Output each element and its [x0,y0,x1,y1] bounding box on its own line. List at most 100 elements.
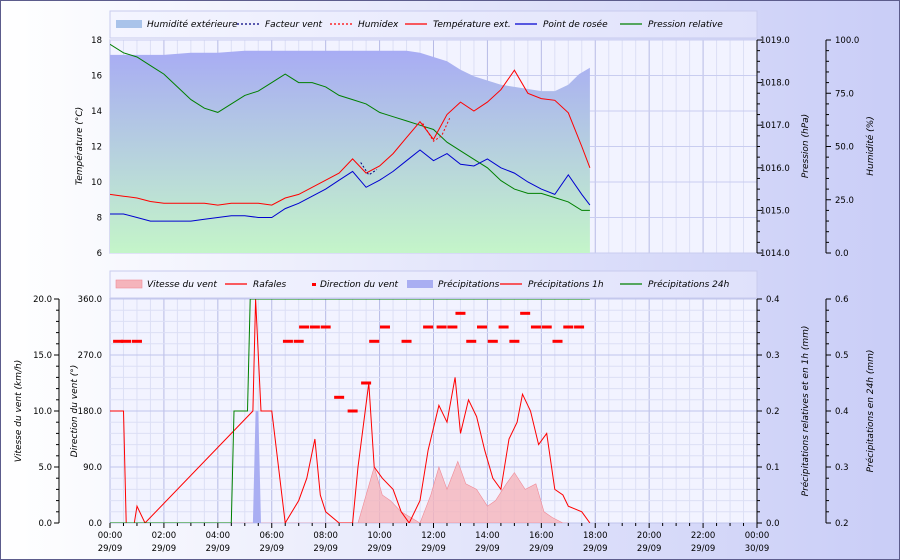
series-vitesse-du-vent-area [110,460,569,523]
series-direction-du-vent-point [309,325,320,329]
series-direction-du-vent-point [498,325,509,329]
series-direction-du-vent-point [447,325,458,329]
x-tick-time: 20:00 [637,531,662,541]
x-tick-time: 08:00 [313,531,338,541]
series-direction-du-vent-point [530,325,541,329]
series-direction-du-vent-point [131,339,142,343]
x-tick-time: 16:00 [529,531,554,541]
y-axis-label-temperature: Température (°C) [74,107,85,185]
x-tick-time: 00:00 [745,531,770,541]
series-direction-du-vent-point [320,325,331,329]
x-tick-date: 29/09 [529,544,554,554]
series-direction-du-vent-point [113,339,124,343]
x-tick-time: 00:00 [98,531,123,541]
legend-label: Vitesse du vent [147,280,217,290]
y-tick-label: 1017.0 [760,121,790,131]
legend-label: Température ext. [433,19,511,30]
y-tick-label: 360.0 [78,295,102,305]
y-tick-label: 15.0 [33,351,52,361]
y-tick-label: 5.0 [38,463,52,473]
y-tick-label: 18 [91,36,102,46]
legend-label: Direction du vent [320,280,399,290]
x-tick-date: 29/09 [260,544,285,554]
series-temperature-ext-line [110,69,591,206]
series-point-de-rosee-line [110,149,591,222]
legend-swatch [115,279,143,289]
x-tick-date: 29/09 [367,544,392,554]
legend-label: Précipitations 1h [528,279,604,290]
y-tick-label: 270.0 [78,351,102,361]
y-tick-label: 25.0 [835,196,854,206]
y-axis-label-precip: Précipitations relatives et en 1h (mm) [800,326,811,497]
series-direction-du-vent-point [293,339,304,343]
series-direction-du-vent-point [541,325,552,329]
x-tick-date: 29/09 [475,544,500,554]
series-direction-du-vent-point [369,339,380,343]
legend-label: Humidité extérieure [147,19,238,30]
x-tick-date: 29/09 [421,544,446,554]
legend-label: Pression relative [648,20,723,30]
x-tick-date: 29/09 [691,544,716,554]
y-tick-label: 0.6 [835,295,849,305]
y-axis-label-pressure: Pression (hPa) [801,114,811,178]
x-tick-date: 29/09 [206,544,231,554]
x-tick-time: 12:00 [421,531,446,541]
x-tick-time: 04:00 [206,531,231,541]
series-direction-du-vent-point [477,325,488,329]
y-tick-label: 0.0 [835,249,849,259]
y-tick-label: 6 [97,249,102,259]
series-direction-du-vent-point [334,395,345,399]
series-pression-relative-line [110,43,590,211]
series-rafales-line [110,299,591,523]
series-humidex-line [422,117,451,142]
y-tick-label: 14 [91,107,102,117]
y-tick-label: 0.5 [835,351,849,361]
y-tick-label: 12 [91,143,102,153]
series-direction-du-vent-point [282,339,293,343]
legend-box [109,270,758,299]
series-direction-du-vent-point [509,339,520,343]
x-tick-date: 29/09 [152,544,177,554]
series-direction-du-vent-point [347,409,358,413]
y-axis-label-precip-24h: Précipitations en 24h (mm) [865,350,876,473]
y-tick-label: 0.2 [835,519,849,529]
y-tick-label: 10 [91,178,102,188]
series-direction-du-vent-point [455,311,466,315]
y-tick-label: 20.0 [33,295,52,305]
y-tick-label: 0.4 [766,295,780,305]
legend-box [109,10,758,39]
y-tick-label: 50.0 [835,143,854,153]
y-tick-label: 1015.0 [760,206,790,216]
y-tick-label: 1018.0 [760,79,790,89]
series-facteur-vent-line [360,162,378,176]
legend-label: Précipitations [438,279,500,290]
series-direction-du-vent-point [487,339,498,343]
y-tick-label: 0.1 [766,463,780,473]
y-tick-label: 16 [91,72,102,82]
y-axis-label-wind-direction: Direction du vent (°) [70,365,80,457]
y-tick-label: 180.0 [78,407,102,417]
y-tick-label: 0.3 [766,351,780,361]
y-tick-label: 8 [97,214,102,224]
series-direction-du-vent-point [299,325,310,329]
y-axis-label-wind-speed: Vitesse du vent (km/h) [14,360,24,462]
series-direction-du-vent-point [574,325,585,329]
y-tick-label: 0.0 [766,519,780,529]
legend-swatch [312,283,316,286]
legend-label: Facteur vent [265,20,323,30]
x-tick-time: 10:00 [367,531,392,541]
series-direction-du-vent-point [361,381,372,385]
x-tick-date: 29/09 [637,544,662,554]
y-tick-label: 1014.0 [760,249,790,259]
y-tick-label: 0.3 [835,463,849,473]
y-tick-label: 1019.0 [760,36,790,46]
x-tick-time: 22:00 [691,531,716,541]
x-tick-time: 14:00 [475,531,500,541]
y-tick-label: 0.0 [88,519,102,529]
series-direction-du-vent-point [121,339,132,343]
series-direction-du-vent-point [436,325,447,329]
legend-label: Rafales [253,280,286,290]
y-axis-label-humidity: Humidité (%) [865,116,876,175]
x-tick-date: 30/09 [745,544,770,554]
